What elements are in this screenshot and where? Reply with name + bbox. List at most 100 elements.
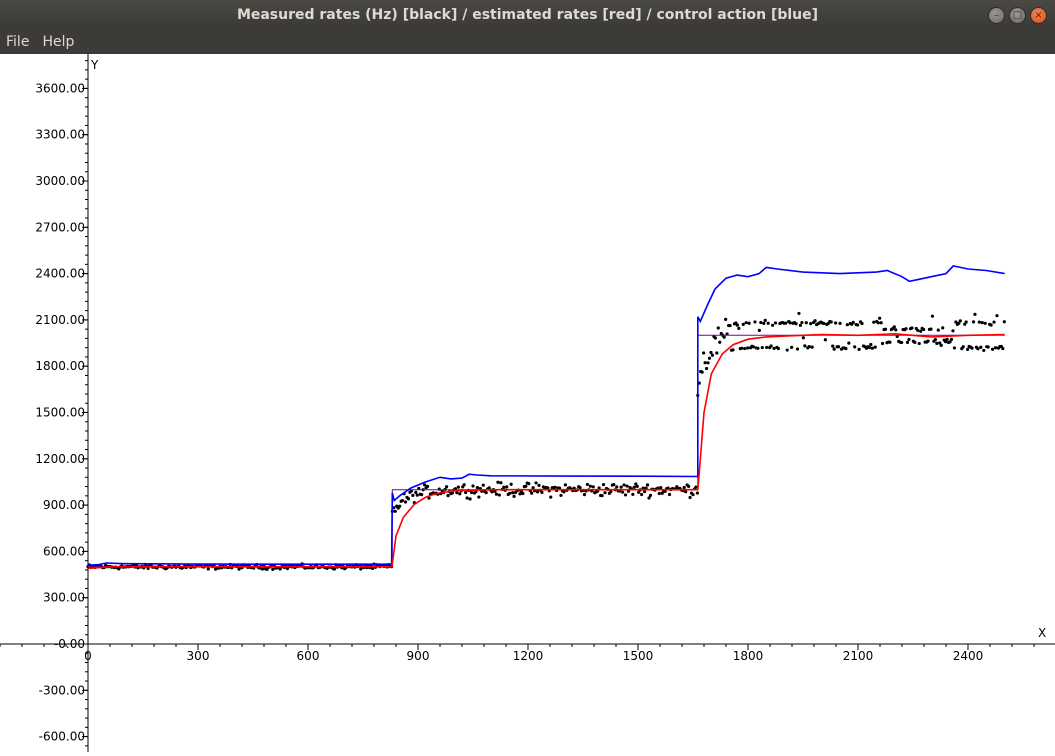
measured-point bbox=[477, 495, 481, 499]
measured-point bbox=[860, 321, 864, 326]
measured-point bbox=[562, 490, 566, 494]
measured-point bbox=[760, 345, 764, 350]
measured-point bbox=[437, 487, 441, 491]
measured-point bbox=[769, 344, 773, 348]
measured-point bbox=[904, 327, 908, 331]
measured-point bbox=[615, 485, 619, 489]
measured-point bbox=[702, 351, 706, 355]
measured-point bbox=[271, 567, 275, 571]
measured-point bbox=[910, 326, 914, 330]
measured-point bbox=[465, 496, 469, 500]
measured-point bbox=[688, 495, 692, 500]
measured-point bbox=[643, 489, 647, 494]
measured-point bbox=[873, 345, 877, 349]
measured-point bbox=[894, 328, 898, 332]
x-tick-label: 2400 bbox=[953, 649, 984, 663]
measured-point bbox=[502, 485, 506, 489]
measured-point bbox=[995, 314, 999, 318]
measured-point bbox=[667, 492, 672, 497]
measured-point bbox=[623, 493, 628, 497]
measured-point bbox=[527, 482, 531, 486]
measured-point bbox=[807, 345, 811, 349]
minimize-icon[interactable]: – bbox=[988, 7, 1005, 24]
measured-point bbox=[694, 485, 698, 489]
measured-point bbox=[637, 490, 641, 494]
measured-point bbox=[691, 492, 695, 497]
measured-point bbox=[759, 320, 763, 325]
measured-point bbox=[989, 323, 993, 327]
measured-point bbox=[510, 491, 515, 495]
measured-point bbox=[831, 344, 835, 348]
y-tick-label: 3000.00 bbox=[35, 174, 85, 188]
measured-point bbox=[740, 346, 744, 350]
measured-point bbox=[744, 321, 748, 325]
measured-point bbox=[964, 320, 968, 324]
measured-point bbox=[829, 320, 833, 324]
measured-point bbox=[591, 485, 595, 489]
measured-point bbox=[524, 484, 528, 488]
measured-point bbox=[641, 486, 645, 490]
measured-point bbox=[798, 323, 803, 327]
measured-point bbox=[958, 319, 962, 323]
measured-point bbox=[481, 483, 485, 487]
measured-point bbox=[832, 347, 836, 351]
maximize-icon[interactable]: □ bbox=[1009, 7, 1026, 24]
measured-point bbox=[766, 321, 770, 325]
measured-point bbox=[853, 345, 857, 349]
measured-point bbox=[933, 338, 937, 342]
measured-point bbox=[845, 323, 849, 327]
measured-point bbox=[794, 322, 798, 326]
measured-point bbox=[635, 484, 639, 488]
measured-point bbox=[731, 348, 735, 352]
measured-point bbox=[597, 486, 601, 490]
y-tick-label: 3300.00 bbox=[35, 128, 85, 142]
measured-point bbox=[585, 482, 590, 487]
measured-point bbox=[703, 361, 707, 365]
measured-point bbox=[710, 353, 715, 357]
measured-point bbox=[494, 492, 499, 496]
measured-point bbox=[809, 322, 813, 326]
measured-point bbox=[415, 493, 419, 497]
measured-point bbox=[880, 341, 885, 346]
menu-file[interactable]: File bbox=[6, 34, 30, 50]
measured-point bbox=[973, 312, 977, 316]
measured-point bbox=[746, 346, 750, 350]
measured-point bbox=[709, 350, 713, 355]
measured-point bbox=[684, 490, 688, 494]
measured-point bbox=[625, 484, 629, 488]
x-tick-label: 1500 bbox=[623, 649, 654, 663]
measured-point bbox=[939, 343, 943, 347]
measured-point bbox=[753, 320, 757, 324]
y-tick-label: 900.00 bbox=[43, 498, 85, 512]
window-titlebar[interactable]: Measured rates (Hz) [black] / estimated … bbox=[0, 0, 1055, 30]
measured-point bbox=[870, 346, 874, 350]
measured-point bbox=[916, 328, 920, 333]
measured-point bbox=[776, 346, 781, 351]
measured-point bbox=[929, 327, 933, 331]
measured-point bbox=[603, 491, 607, 495]
menu-help[interactable]: Help bbox=[42, 34, 75, 50]
measured-point bbox=[773, 321, 778, 325]
measured-point bbox=[949, 337, 954, 341]
measured-point bbox=[823, 338, 827, 342]
measured-point bbox=[810, 345, 814, 349]
measured-point bbox=[982, 348, 986, 353]
measured-point bbox=[563, 483, 568, 487]
measured-point bbox=[687, 484, 691, 488]
x-tick-label: 600 bbox=[297, 649, 320, 663]
x-tick-label: 1200 bbox=[513, 649, 544, 663]
y-tick-label: 2400.00 bbox=[35, 267, 85, 281]
measured-point bbox=[487, 486, 491, 490]
measured-point bbox=[838, 321, 842, 325]
measured-point bbox=[743, 346, 747, 351]
measured-point bbox=[411, 493, 415, 498]
measured-point bbox=[822, 321, 826, 326]
measured-point bbox=[834, 321, 838, 325]
close-icon[interactable]: × bbox=[1030, 7, 1047, 24]
measured-point bbox=[462, 483, 466, 487]
measured-point bbox=[907, 337, 911, 342]
measured-point bbox=[803, 344, 807, 348]
measured-point bbox=[735, 323, 739, 327]
measured-point bbox=[446, 494, 450, 498]
measured-point bbox=[804, 321, 808, 325]
